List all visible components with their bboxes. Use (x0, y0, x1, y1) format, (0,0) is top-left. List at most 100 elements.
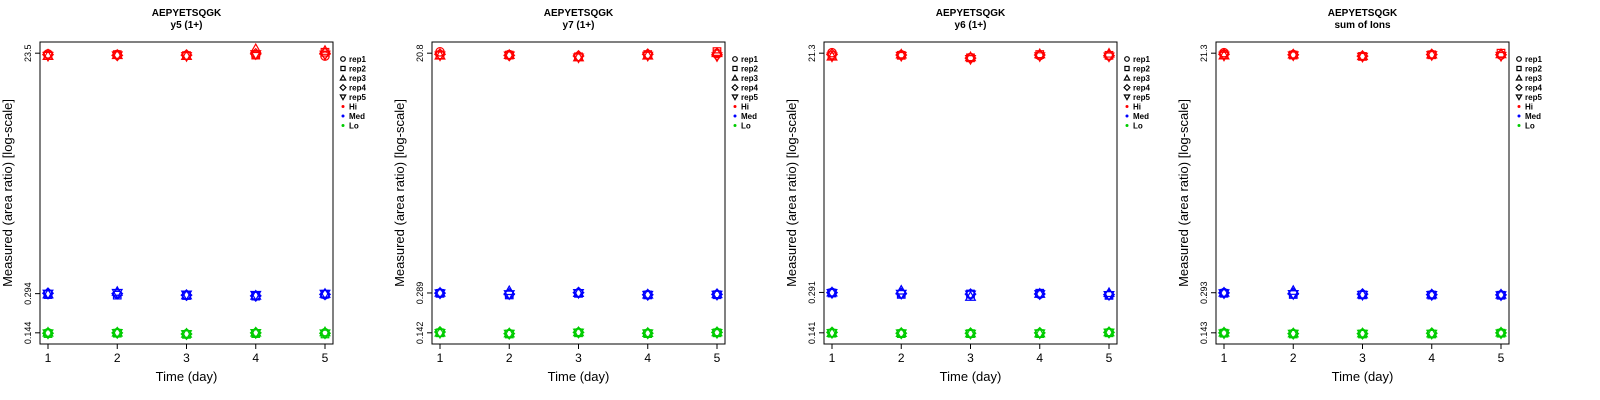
y-tick-label: 0.141 (807, 322, 817, 345)
legend-swatch-Med (1517, 114, 1521, 118)
legend-marker-rep1 (340, 56, 346, 62)
data-point (1427, 50, 1437, 60)
data-point (111, 51, 124, 62)
y-axis-label: Measured (area ratio) [log-scale] (784, 99, 799, 287)
x-tick-label: 1 (1221, 351, 1228, 365)
x-tick-label: 3 (967, 351, 974, 365)
data-point (249, 328, 262, 340)
data-point (111, 326, 124, 337)
data-point (1287, 327, 1300, 338)
data-point (1287, 51, 1300, 62)
data-point (641, 288, 654, 299)
data-point (1358, 52, 1367, 61)
panel-subtitle: y7 (1+) (563, 20, 595, 31)
data-point (641, 326, 654, 338)
legend-label-rep5: rep5 (349, 93, 366, 102)
data-point (1356, 329, 1369, 341)
legend-swatch-Med (733, 114, 737, 118)
legend-swatch-Hi (733, 105, 737, 108)
y-tick-label: 21.3 (1199, 44, 1209, 62)
data-point (319, 326, 331, 337)
legend-marker-rep1 (1124, 56, 1130, 62)
data-point (1033, 329, 1046, 340)
legend-swatch-Lo (341, 124, 345, 127)
y-tick-label: 0.294 (23, 282, 33, 305)
legend-label-Lo: Lo (1133, 122, 1143, 131)
legend-label-Hi: Hi (1133, 103, 1141, 112)
panel-title: AEPYETSQGK (1328, 8, 1398, 19)
x-tick-label: 4 (252, 351, 259, 365)
y-tick-label: 0.144 (23, 322, 33, 345)
y-tick-label: 0.143 (1199, 322, 1209, 345)
data-point (1425, 329, 1438, 341)
data-point (1425, 288, 1438, 299)
y-tick-label: 23.5 (23, 44, 33, 62)
data-point (503, 51, 516, 62)
legend-marker-rep3 (731, 74, 739, 81)
y-tick-label: 0.289 (415, 282, 425, 305)
x-axis-label: Time (day) (940, 369, 1002, 384)
data-point (503, 327, 516, 338)
legend-label-Lo: Lo (741, 122, 751, 131)
data-point (1103, 325, 1115, 337)
x-tick-label: 3 (183, 351, 190, 365)
panel-title: AEPYETSQGK (544, 8, 614, 19)
legend-marker-rep5 (1515, 94, 1523, 101)
data-point (641, 329, 654, 340)
chart-panel-y7: AEPYETSQGK y7 (1+) Time (day) Measured (… (392, 8, 758, 384)
data-point (319, 289, 331, 301)
chart-panel-y6: AEPYETSQGK y6 (1+) Time (day) Measured (… (784, 8, 1150, 384)
x-tick-label: 2 (114, 351, 121, 365)
legend-label-Med: Med (349, 112, 365, 121)
legend-swatch-Hi (1517, 105, 1521, 108)
data-point (180, 330, 193, 341)
data-point (572, 286, 585, 297)
x-axis-label: Time (day) (156, 369, 218, 384)
data-point (572, 328, 585, 339)
y-tick-label: 0.142 (415, 322, 425, 345)
data-point (895, 329, 908, 340)
data-point (1287, 329, 1300, 341)
panel-subtitle: y5 (1+) (171, 20, 203, 31)
legend-label-rep5: rep5 (741, 93, 758, 102)
data-point (711, 328, 723, 340)
legend-marker-rep4 (1515, 83, 1523, 92)
data-point (826, 286, 838, 297)
data-point (964, 329, 977, 341)
data-point (180, 327, 193, 338)
x-tick-label: 5 (1498, 351, 1505, 365)
y-tick-label: 21.3 (807, 44, 817, 62)
legend-label-rep3: rep3 (741, 74, 758, 83)
legend-label-rep3: rep3 (1525, 74, 1542, 83)
data-point (503, 290, 516, 301)
legend-label-rep5: rep5 (1133, 93, 1150, 102)
legend-label-rep3: rep3 (1133, 74, 1150, 83)
legend-marker-rep2 (732, 65, 738, 72)
data-point (1495, 291, 1507, 302)
data-point (1033, 290, 1046, 301)
data-point (1218, 289, 1230, 300)
panel-title: AEPYETSQGK (936, 8, 1006, 19)
data-point (111, 48, 124, 60)
legend-marker-rep2 (340, 65, 346, 72)
legend-label-Med: Med (741, 112, 757, 121)
legend-label-rep1: rep1 (349, 55, 366, 64)
y-tick-label: 0.293 (1199, 281, 1209, 304)
x-tick-label: 3 (575, 351, 582, 365)
data-point (434, 289, 446, 300)
panel-subtitle: y6 (1+) (955, 20, 987, 31)
y-axis-label: Measured (area ratio) [log-scale] (0, 99, 15, 287)
data-point (434, 328, 446, 340)
legend-label-rep4: rep4 (349, 84, 366, 93)
data-point (1495, 288, 1507, 299)
chart-panel-sum-of-ions: AEPYETSQGK sum of Ions Time (day) Measur… (1176, 8, 1542, 384)
legend-marker-rep3 (1515, 74, 1523, 81)
data-point (1495, 47, 1507, 59)
legend-marker-rep3 (1123, 74, 1131, 81)
legend-label-Lo: Lo (349, 122, 359, 131)
legend-label-Lo: Lo (1525, 122, 1535, 131)
data-point (1218, 329, 1230, 340)
data-point (711, 290, 723, 301)
data-point (1495, 51, 1507, 63)
